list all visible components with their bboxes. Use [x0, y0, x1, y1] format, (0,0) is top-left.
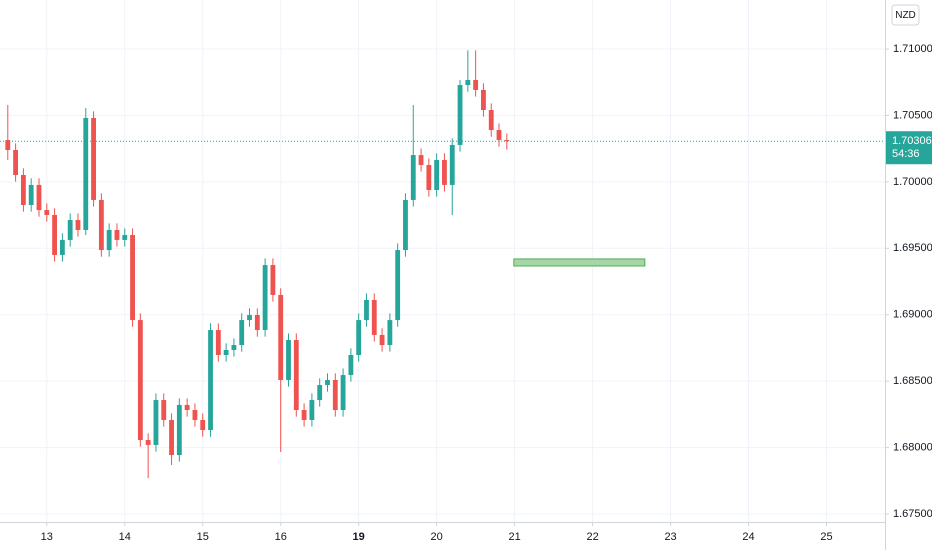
candle-body: [215, 330, 221, 355]
candle-body: [418, 155, 424, 166]
candle-body: [5, 140, 11, 150]
y-tick-label: 1.67500: [893, 508, 932, 520]
candle-body: [387, 320, 393, 346]
candle-body: [36, 184, 42, 211]
candle-body: [13, 149, 19, 175]
candle-body: [262, 265, 268, 331]
candle-body: [473, 79, 479, 90]
x-tick-label: 21: [509, 531, 521, 543]
candle-body: [83, 117, 89, 230]
x-tick-label: 25: [820, 531, 832, 543]
x-tick-label: 14: [119, 531, 131, 543]
candle-body: [176, 404, 182, 456]
y-tick-label: 1.70500: [893, 109, 932, 121]
x-tick-label: 13: [41, 531, 53, 543]
candle-body: [270, 265, 276, 295]
candle-body: [340, 375, 346, 411]
candle-body: [106, 229, 112, 251]
candle-body: [325, 379, 330, 386]
candle-body: [28, 184, 34, 206]
last-price-label: 1.70306: [892, 135, 932, 147]
candle-body: [223, 349, 229, 355]
y-tick-label: 1.71000: [893, 43, 932, 55]
candle-body: [278, 294, 284, 380]
countdown: 54:36: [892, 148, 920, 160]
candle-body: [348, 354, 354, 376]
candle-body: [231, 345, 237, 350]
candle-body: [75, 220, 81, 230]
x-tick-label: 19: [353, 531, 365, 543]
candle-body: [184, 404, 190, 411]
candle-body: [410, 155, 416, 200]
x-tick-label: 24: [742, 531, 754, 543]
candle-body: [44, 210, 50, 215]
candle-body: [332, 379, 338, 411]
candle-body: [122, 235, 128, 240]
candle-body: [254, 315, 260, 331]
candle-body: [301, 410, 307, 420]
candle-body: [286, 339, 291, 380]
candle-body: [247, 315, 252, 321]
candle-body: [317, 385, 323, 401]
candle-body: [371, 299, 377, 335]
candle-body: [403, 199, 408, 251]
candle-body: [59, 239, 65, 255]
candle-body: [161, 400, 167, 420]
currency-label: NZD: [895, 10, 916, 21]
candle-body: [457, 85, 463, 145]
candle-body: [488, 110, 494, 131]
x-tick-label: 22: [586, 531, 598, 543]
candle-body: [379, 334, 385, 346]
y-tick-label: 1.69500: [893, 242, 932, 254]
candle-body: [91, 117, 96, 200]
candle-body: [309, 400, 315, 420]
candle-body: [20, 174, 26, 206]
candle-body: [114, 229, 120, 240]
candle-body: [426, 165, 432, 190]
y-tick-label: 1.69000: [893, 309, 932, 321]
plot: [0, 50, 885, 479]
candle-body: [137, 320, 143, 441]
y-tick-label: 1.68000: [893, 442, 932, 454]
candle-body: [364, 299, 369, 321]
x-tick-label: 16: [275, 531, 287, 543]
candle-body: [442, 159, 447, 185]
x-tick-label: 23: [664, 531, 676, 543]
currency-badge[interactable]: [891, 4, 920, 26]
candle-body: [239, 320, 245, 346]
y-tick-label: 1.68500: [893, 375, 932, 387]
candle-body: [200, 419, 206, 431]
x-tick-label: 20: [431, 531, 443, 543]
candle-body: [395, 250, 401, 321]
candle-body: [504, 140, 510, 142]
candle-body: [52, 214, 57, 255]
zone-box: [513, 258, 646, 267]
candle-body: [145, 440, 151, 445]
candle-body: [465, 79, 471, 86]
candle-body: [449, 144, 455, 185]
candle-body: [434, 159, 440, 190]
candle-body: [481, 89, 486, 111]
candle-body: [208, 330, 213, 431]
candle-body: [130, 235, 135, 321]
candle-body: [98, 199, 104, 251]
candle-body: [356, 320, 362, 355]
candle-body: [169, 419, 174, 456]
candle-body: [153, 400, 159, 445]
candle-body: [67, 220, 73, 240]
last-price-box: [886, 131, 932, 165]
candle-body: [192, 410, 198, 420]
candle-body: [293, 339, 299, 411]
x-tick-label: 15: [197, 531, 209, 543]
candle-body: [496, 130, 502, 141]
y-tick-label: 1.70000: [893, 176, 932, 188]
